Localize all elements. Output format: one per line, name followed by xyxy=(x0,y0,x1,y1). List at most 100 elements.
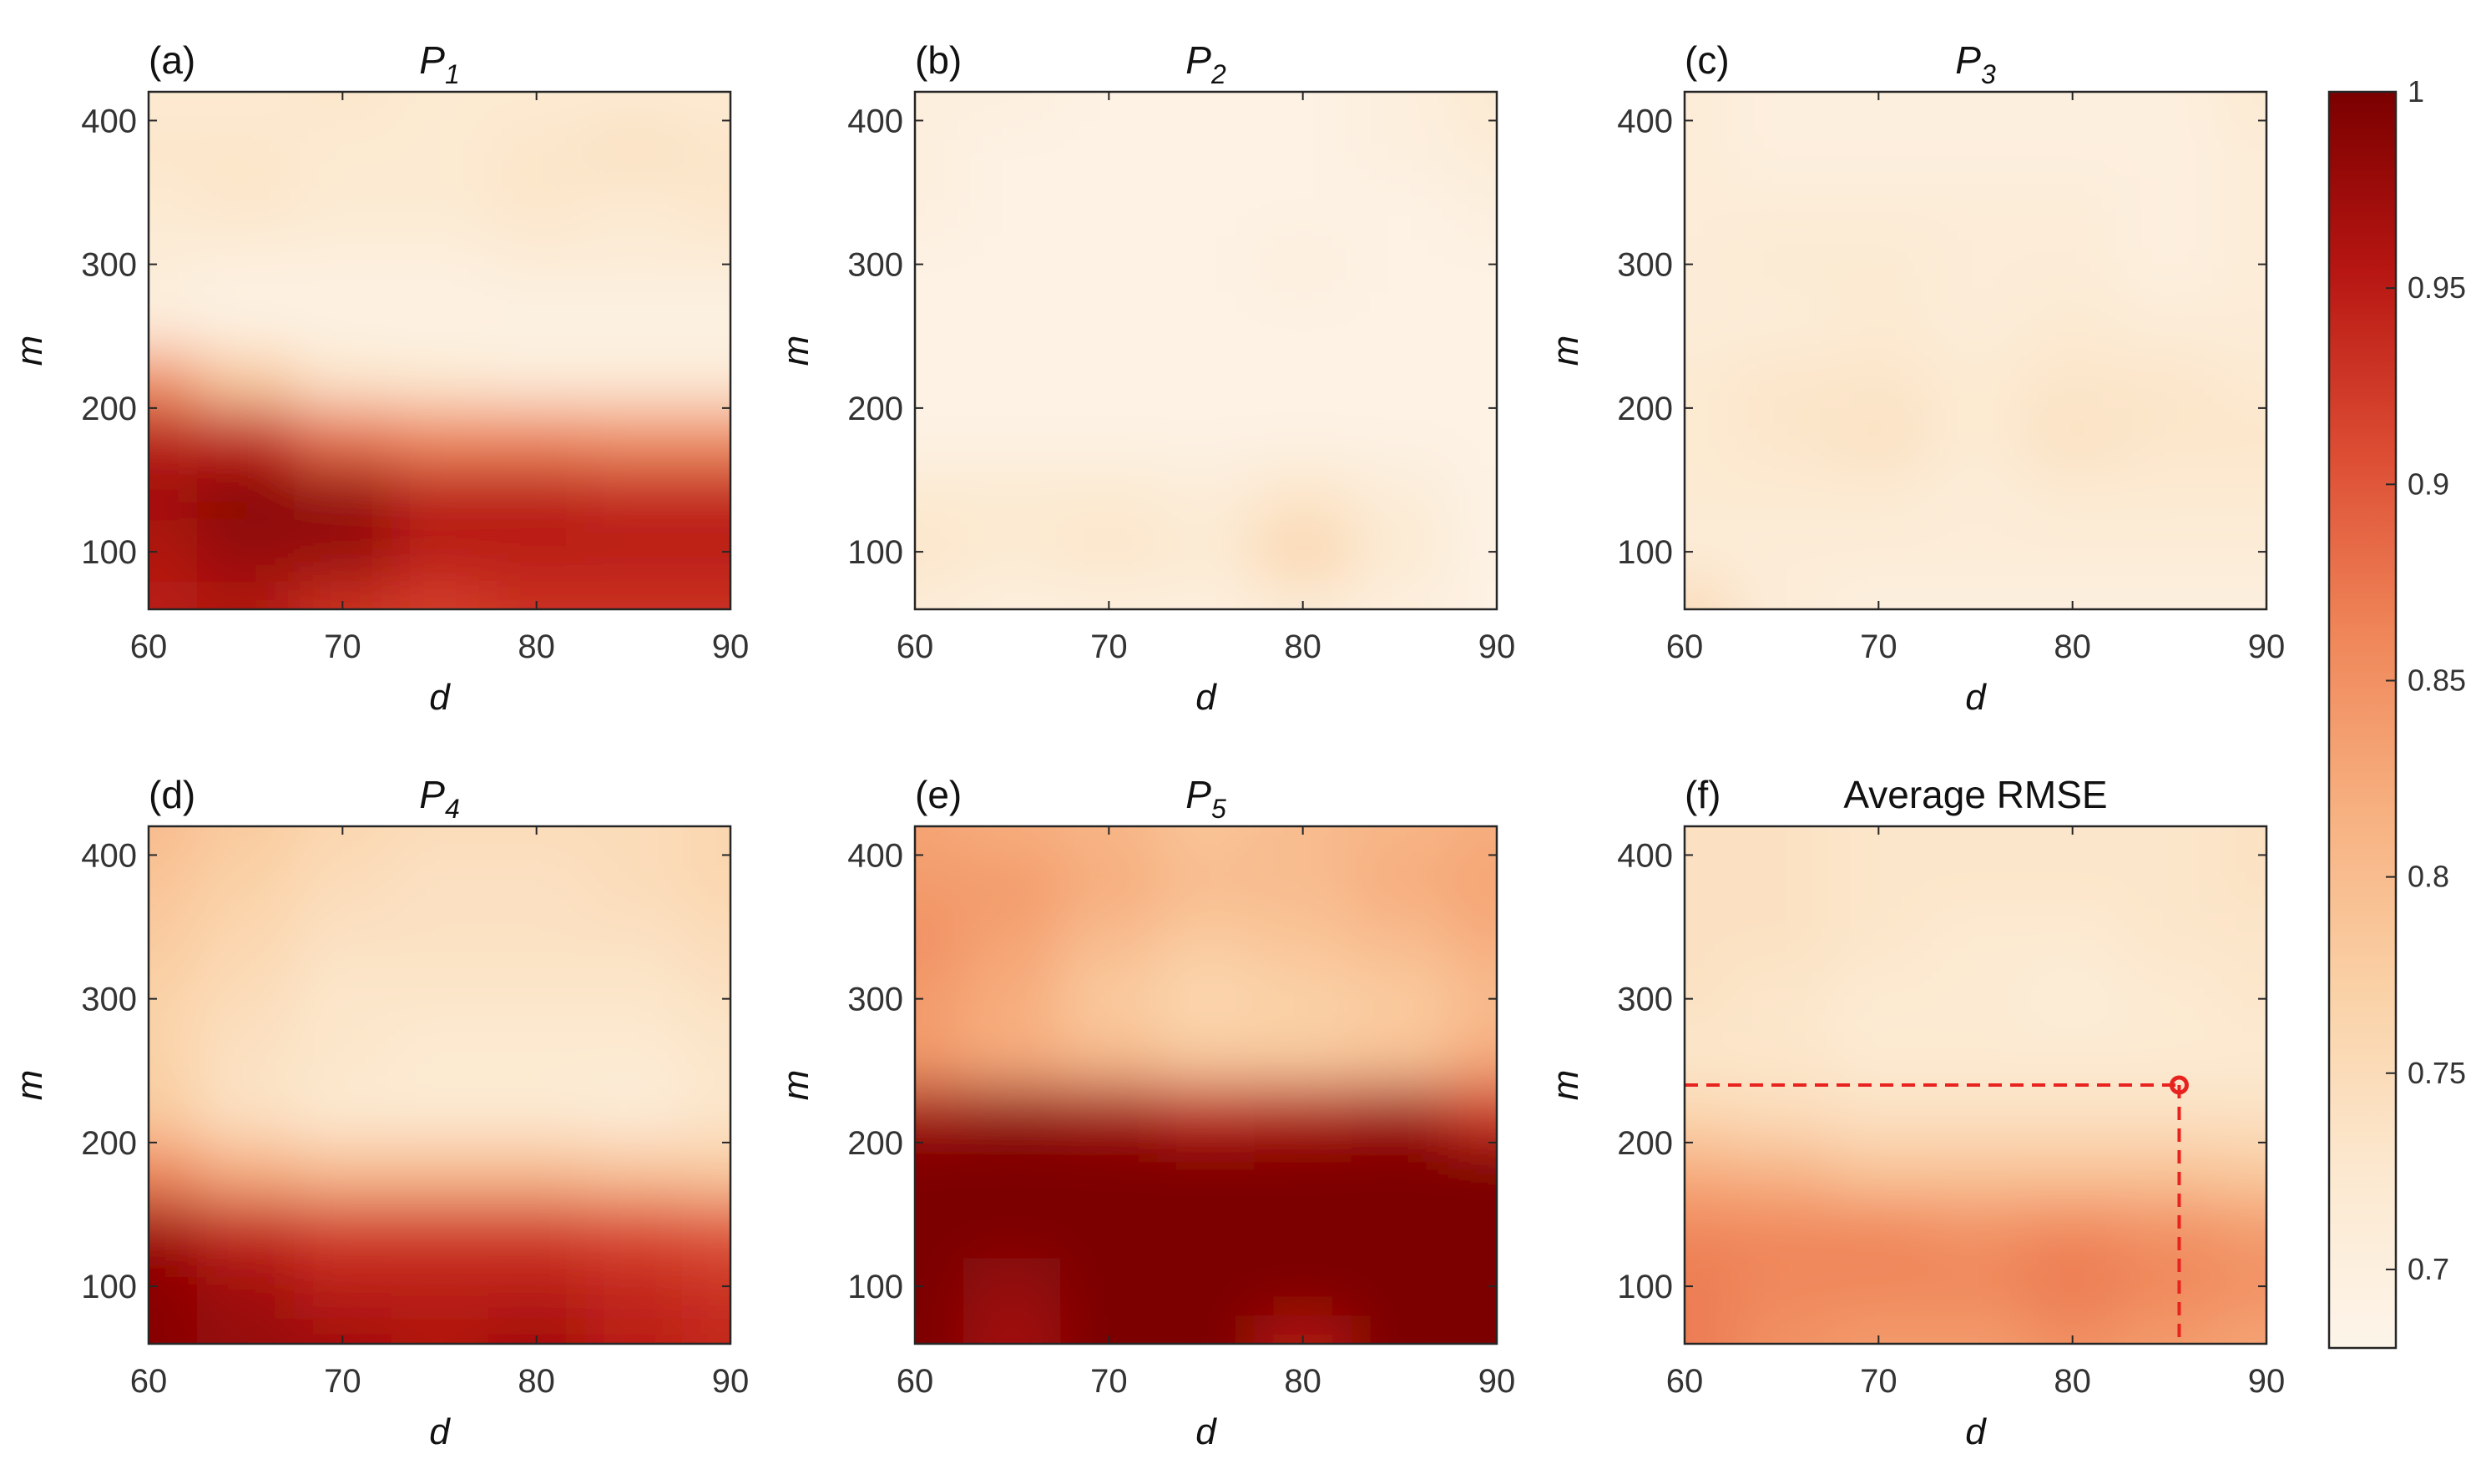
heatmap-cell xyxy=(391,1142,489,1201)
heatmap-cell xyxy=(963,293,1061,351)
x-tick-label: 70 xyxy=(1090,628,1128,665)
heatmap-cell xyxy=(1830,1027,1928,1086)
heatmap-cell xyxy=(2024,912,2122,971)
heatmap-cell xyxy=(1254,1085,1352,1143)
heatmap-cell xyxy=(915,351,964,409)
heatmap-cell xyxy=(915,1027,964,1086)
heatmap-cell xyxy=(488,522,586,582)
heatmap-cell xyxy=(2024,1027,2122,1086)
heatmap-cell xyxy=(1254,1199,1352,1259)
heatmap-cell xyxy=(1830,407,1928,467)
heatmap-cell xyxy=(2120,1199,2219,1259)
heatmap-cell xyxy=(2024,351,2122,409)
axes-frame xyxy=(913,825,1498,1345)
y-axis-label: m xyxy=(9,336,50,366)
heatmap-cell xyxy=(1351,178,1449,236)
x-axis-label: d xyxy=(1965,1411,1987,1452)
x-tick-label: 70 xyxy=(324,1363,361,1400)
heatmap-cell xyxy=(1830,92,1928,121)
y-tick-label: 300 xyxy=(81,982,137,1018)
heatmap-cell xyxy=(1157,407,1256,467)
heatmap-cell xyxy=(915,293,964,351)
heatmap-cell xyxy=(915,1199,964,1259)
y-tick-label: 100 xyxy=(847,534,903,571)
x-axis-label: d xyxy=(1195,1411,1217,1452)
x-tick-label: 80 xyxy=(1284,628,1321,665)
y-tick-label: 100 xyxy=(1617,534,1673,571)
heatmap-cell xyxy=(2024,120,2122,179)
heatmap-cell xyxy=(1351,970,1449,1028)
heatmap-cell xyxy=(1685,855,1734,913)
heatmap-cell xyxy=(197,120,295,179)
heatmap-cell xyxy=(1927,92,2025,121)
heatmap-cell xyxy=(149,1199,198,1259)
heatmap-cell xyxy=(1927,1027,2025,1086)
heatmap-cell xyxy=(2120,1257,2219,1316)
heatmap-cell xyxy=(1927,522,2025,582)
heatmap-cell xyxy=(488,1027,586,1086)
heatmap-cell xyxy=(391,1027,489,1086)
heatmap-cell xyxy=(197,912,295,971)
x-tick-label: 60 xyxy=(1666,1363,1704,1400)
heatmap-cell xyxy=(2120,465,2219,524)
heatmap-cell xyxy=(294,970,392,1028)
x-tick-label: 70 xyxy=(324,628,361,665)
heatmap-cell xyxy=(1448,235,1497,294)
heatmap-cell xyxy=(197,1315,295,1344)
y-tick-label: 100 xyxy=(81,1269,137,1305)
heatmap-cell xyxy=(584,1027,683,1086)
heatmap-cell xyxy=(197,970,295,1028)
heatmap-cell xyxy=(1733,407,1831,467)
y-tick-label: 100 xyxy=(847,1269,903,1305)
y-tick-label: 300 xyxy=(1617,982,1673,1018)
heatmap-cell xyxy=(488,178,586,236)
heatmap-cell xyxy=(1927,826,2025,856)
heatmap-cell xyxy=(1830,912,1928,971)
heatmap-cell xyxy=(488,92,586,121)
heatmap-cell xyxy=(391,1257,489,1316)
heatmap-cell xyxy=(391,826,489,856)
heatmap-cell xyxy=(1157,1257,1256,1316)
heatmap-cell xyxy=(2024,178,2122,236)
heatmap-cell xyxy=(294,351,392,409)
heatmap-cell xyxy=(1733,1199,1831,1259)
heatmap-cell xyxy=(1448,1142,1497,1201)
heatmap-cell xyxy=(1927,1199,2025,1259)
heatmap-cell xyxy=(294,120,392,179)
heatmap-cell xyxy=(1733,120,1831,179)
panel-title: P3 xyxy=(1955,38,1996,89)
heatmap-cell xyxy=(488,465,586,524)
panel-title: P4 xyxy=(419,773,459,824)
heatmap-cell xyxy=(1927,120,2025,179)
heatmap-cell xyxy=(1927,407,2025,467)
heatmap-cell xyxy=(2120,407,2219,467)
x-tick-label: 60 xyxy=(130,1363,168,1400)
heatmap-cell xyxy=(197,351,295,409)
heatmap-cell xyxy=(488,970,586,1028)
x-tick-label: 80 xyxy=(518,628,555,665)
heatmap-cell xyxy=(681,580,730,609)
heatmap-cell xyxy=(1733,293,1831,351)
optimum-marker xyxy=(2169,1075,2189,1095)
heatmap-cell xyxy=(1157,92,1256,121)
x-tick-label: 60 xyxy=(897,1363,934,1400)
heatmap-cell xyxy=(1733,1257,1831,1316)
heatmap-cell xyxy=(1733,351,1831,409)
heatmap-cell xyxy=(963,1085,1061,1143)
heatmap-cell xyxy=(584,912,683,971)
heatmap-cell xyxy=(1254,522,1352,582)
x-tick-label: 80 xyxy=(518,1363,555,1400)
heatmap-cell xyxy=(1254,235,1352,294)
y-axis-label: m xyxy=(1545,336,1586,366)
panel-c: 60 70 80 90 100 200 300 400 d m (c) P3 xyxy=(1545,38,2285,718)
x-tick-label: 80 xyxy=(2054,1363,2091,1400)
heatmap-cell xyxy=(197,855,295,913)
colorbar-tick-label: 0.85 xyxy=(2408,663,2466,697)
heatmap-cell xyxy=(2217,855,2266,913)
heatmap-cell xyxy=(488,351,586,409)
heatmap-cell xyxy=(2120,826,2219,856)
heatmap-cell xyxy=(391,293,489,351)
heatmap-cell xyxy=(915,92,964,121)
heatmap-cell xyxy=(963,120,1061,179)
y-tick-label: 100 xyxy=(1617,1269,1673,1305)
